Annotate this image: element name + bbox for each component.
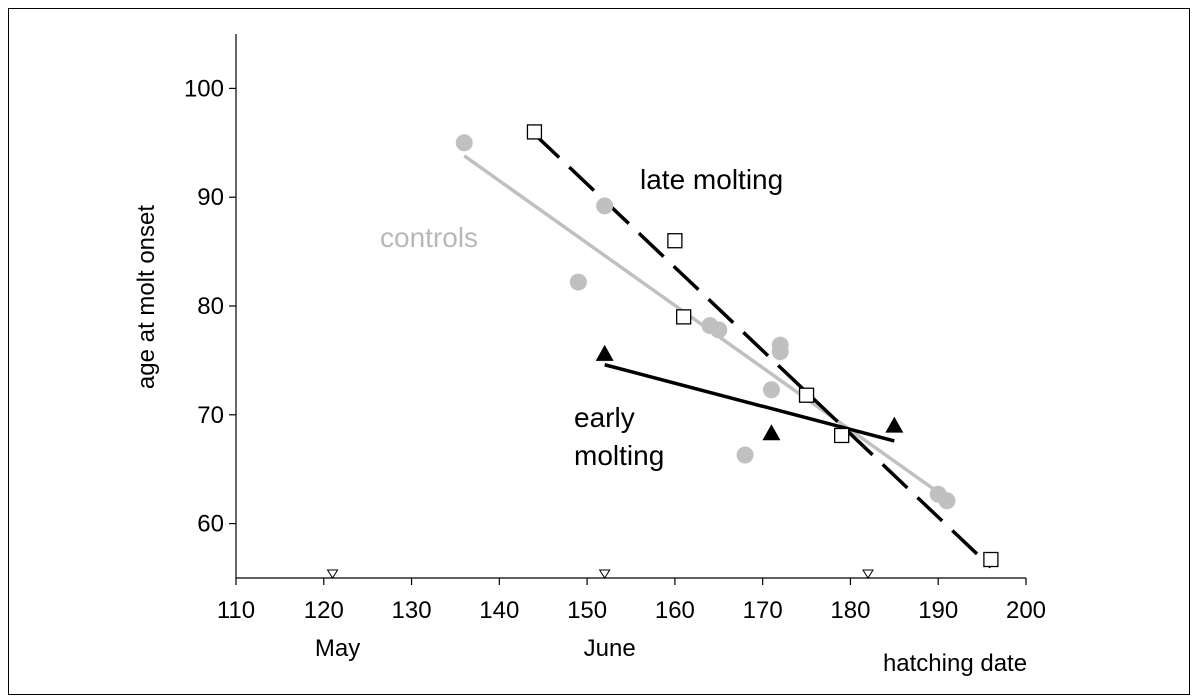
fit-line-early-molting — [604, 363, 895, 443]
point-early-molting — [595, 344, 614, 361]
point-controls — [710, 321, 728, 339]
point-controls — [938, 492, 956, 510]
point-late-molting — [676, 309, 692, 325]
x-tick-label: 180 — [830, 597, 870, 624]
fit-lines — [463, 132, 993, 569]
month-marker — [862, 569, 874, 579]
y-axis-label: age at molt onset — [133, 205, 160, 389]
point-controls — [596, 197, 614, 215]
x-tick-label: 150 — [567, 597, 607, 624]
x-tick-label: 190 — [918, 597, 958, 624]
annotation-late-molting: late molting — [640, 164, 783, 195]
y-tick-label: 90 — [197, 184, 224, 211]
annotation-molting: molting — [574, 440, 664, 471]
y-tick-label: 80 — [197, 293, 224, 320]
x-axis-label: hatching date — [883, 650, 1027, 677]
point-controls — [736, 446, 754, 464]
chart-labels: age at molt onset hatching date controls… — [133, 164, 1027, 677]
y-tick-label: 60 — [197, 511, 224, 538]
x-tick-label: 140 — [479, 597, 519, 624]
point-late-molting — [983, 551, 999, 568]
axes: 110 120 130 140 150 160 170 180 190 200 60 70 80 90 10… — [184, 34, 1046, 662]
point-early-molting — [762, 424, 781, 441]
y-tick-label: 100 — [184, 75, 224, 102]
month-label: June — [584, 635, 636, 662]
x-tick-label: 170 — [743, 597, 783, 624]
point-controls — [762, 381, 780, 399]
annotation-controls: controls — [380, 222, 478, 253]
point-controls — [569, 273, 587, 291]
chart-frame — [8, 8, 1190, 695]
point-late-molting — [526, 124, 543, 140]
point-late-molting — [798, 387, 815, 403]
x-tick-label: 200 — [1006, 597, 1046, 624]
annotation-early: early — [574, 402, 635, 433]
point-controls — [771, 343, 789, 361]
x-tick-label: 160 — [655, 597, 695, 624]
x-tick-label: 120 — [304, 597, 344, 624]
x-tick-label: 130 — [392, 597, 432, 624]
month-label: May — [315, 635, 360, 662]
month-marker — [598, 569, 611, 579]
point-early-molting — [885, 416, 904, 433]
month-marker — [326, 569, 339, 579]
point-controls — [455, 134, 473, 152]
point-late-molting — [834, 427, 850, 444]
point-late-molting — [667, 233, 683, 249]
y-tick-label: 70 — [197, 402, 224, 429]
data-points — [455, 124, 999, 568]
x-tick-label: 110 — [217, 597, 255, 624]
